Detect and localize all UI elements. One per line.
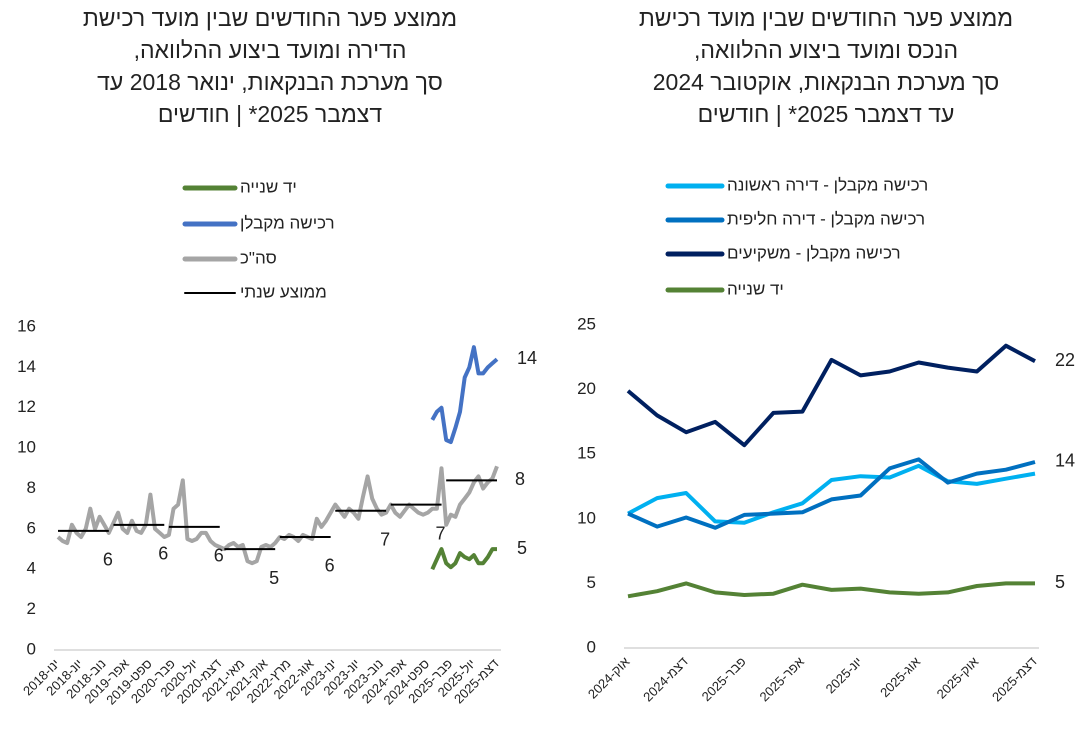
legend-label: רכישה מקבלן - משקיעים <box>727 243 901 262</box>
series-line <box>626 343 1036 448</box>
value-label: 6 <box>214 546 224 566</box>
x-tick-label: יונ-2025 <box>823 654 865 696</box>
y-tick-label: 20 <box>577 379 596 398</box>
legend-label: יד שנייה <box>727 279 784 298</box>
chart-title: הדירה ומועד ביצוע ההלוואה, <box>134 37 407 63</box>
value-label: 14 <box>517 348 537 368</box>
value-label: 22 <box>1055 350 1075 370</box>
series-line <box>627 457 1036 530</box>
value-label: 7 <box>380 529 390 549</box>
legend-label: ממוצע שנתי <box>240 282 327 301</box>
value-label: 7 <box>436 523 446 543</box>
series-line <box>430 547 497 571</box>
chart-title: ממוצע פער החודשים שבין מועד רכישת <box>83 5 457 31</box>
series-line <box>56 465 499 566</box>
y-tick-label: 12 <box>17 397 36 416</box>
y-tick-label: 10 <box>17 438 36 457</box>
chart-title: עד דצמבר 2025* | חודשים <box>698 101 955 127</box>
legend-label: סה"כ <box>240 248 277 267</box>
chart-title: סך מערכת הבנקאות, ינואר 2018 עד <box>97 69 443 95</box>
y-tick-label: 14 <box>17 357 36 376</box>
y-tick-label: 16 <box>17 316 36 335</box>
x-tick-label: דצמ-2024 <box>640 654 691 705</box>
y-tick-label: 0 <box>27 639 36 658</box>
legend-label: רכישה מקבלן <box>240 213 335 232</box>
legend-label: יד שנייה <box>240 177 297 196</box>
series-line <box>430 345 499 445</box>
chart-title: הנכס ומועד ביצוע ההלוואה, <box>694 37 958 63</box>
chart-title: ממוצע פער החודשים שבין מועד רכישת <box>639 5 1013 31</box>
x-tick-label: אוק-2024 <box>585 654 633 702</box>
legend-label: רכישה מקבלן - דירה ראשונה <box>727 175 928 194</box>
legend-label: רכישה מקבלן - דירה חליפית <box>727 209 925 228</box>
x-tick-label: אוג-2025 <box>877 654 923 700</box>
y-tick-label: 25 <box>577 314 596 333</box>
x-tick-label: דצמ-2025 <box>989 654 1040 705</box>
series-line <box>627 463 1036 525</box>
value-label: 5 <box>1055 572 1065 592</box>
x-tick-label: אפר-2025 <box>757 654 807 704</box>
chart-title: סך מערכת הבנקאות, אוקטובר 2024 <box>653 69 1000 95</box>
value-label: 8 <box>515 469 525 489</box>
value-label: 6 <box>325 556 335 576</box>
y-tick-label: 10 <box>577 508 596 527</box>
y-tick-label: 2 <box>27 599 36 618</box>
series-line <box>627 581 1035 599</box>
value-label: 5 <box>269 568 279 588</box>
x-tick-label: אוק-2025 <box>934 654 982 702</box>
y-tick-label: 8 <box>27 478 36 497</box>
value-label: 5 <box>517 538 527 558</box>
y-tick-label: 5 <box>587 573 596 592</box>
y-tick-label: 15 <box>577 444 596 463</box>
x-tick-label: פבר-2025 <box>699 654 749 704</box>
y-tick-label: 6 <box>27 518 36 537</box>
value-label: 6 <box>103 550 113 570</box>
y-tick-label: 0 <box>587 637 596 656</box>
value-label: 6 <box>158 544 168 564</box>
chart-title: דצמבר 2025* | חודשים <box>158 101 382 127</box>
y-tick-label: 4 <box>27 559 36 578</box>
value-label: 14 <box>1055 451 1075 471</box>
